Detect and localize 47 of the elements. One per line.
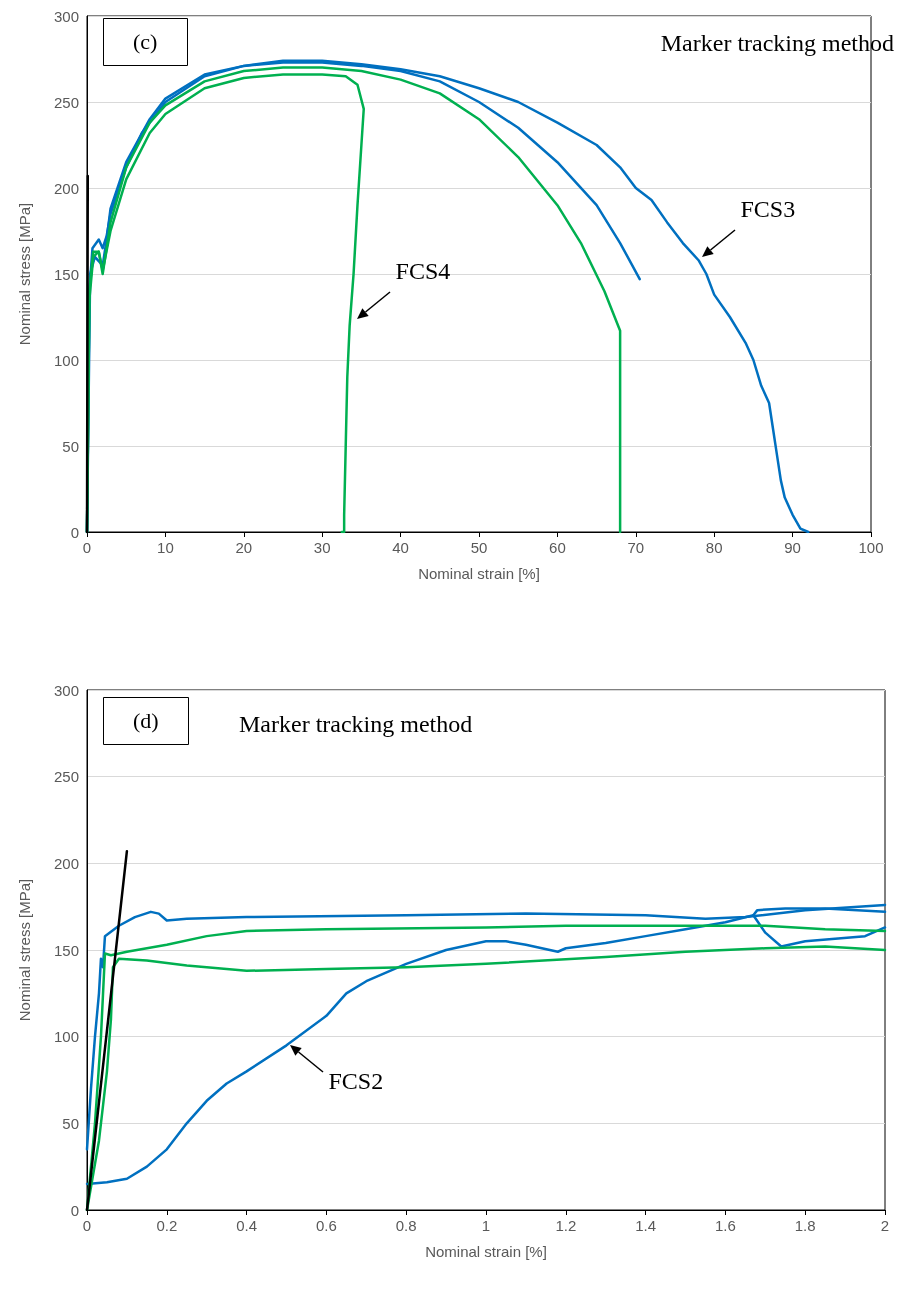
- annotation: FCS3: [740, 196, 796, 224]
- annotation: FCS2: [328, 1067, 384, 1095]
- y-tick-label: 100: [53, 1028, 79, 1046]
- y-tick-label: 200: [53, 854, 79, 872]
- y-axis-title: Nominal stress [MPa]: [16, 202, 33, 346]
- y-tick-label: 250: [53, 93, 79, 111]
- x-tick-label: 1.6: [714, 1217, 736, 1234]
- y-tick-label: 50: [62, 437, 79, 455]
- x-tick-label: 20: [235, 539, 253, 556]
- x-tick-label: 50: [470, 539, 488, 556]
- annotation: FCS4: [395, 258, 451, 286]
- text: Marker tracking method: [239, 711, 473, 737]
- y-tick-label: 0: [70, 523, 79, 541]
- x-tick-label: 80: [705, 539, 723, 556]
- text: Marker tracking method: [660, 30, 894, 56]
- y-tick-label: 300: [53, 7, 79, 25]
- y-tick-label: 300: [53, 681, 79, 699]
- y-axis-title: Nominal stress [MPa]: [16, 878, 33, 1022]
- x-tick-label: 10: [157, 539, 174, 556]
- x-tick-label: 1.8: [794, 1217, 816, 1234]
- x-tick-label: 1: [481, 1217, 491, 1234]
- x-tick-label: 1.4: [635, 1217, 657, 1234]
- x-tick-label: 100: [858, 539, 884, 556]
- x-axis-title: Nominal strain [%]: [418, 565, 540, 582]
- y-tick-label: 250: [53, 768, 79, 786]
- x-tick-label: 70: [627, 539, 645, 556]
- x-tick-label: 60: [549, 539, 566, 556]
- x-axis-title: Nominal strain [%]: [425, 1243, 547, 1260]
- x-tick-label: 0.2: [156, 1217, 178, 1234]
- x-tick-label: 0.6: [315, 1217, 337, 1234]
- y-tick-label: 200: [53, 179, 79, 197]
- x-tick-label: 0.4: [236, 1217, 258, 1234]
- x-tick-label: 0: [82, 1217, 92, 1234]
- y-tick-label: 150: [53, 265, 79, 283]
- x-tick-label: 2: [880, 1217, 890, 1234]
- x-tick-label: 30: [313, 539, 331, 556]
- text: (c): [133, 28, 158, 54]
- x-tick-label: 90: [784, 539, 801, 556]
- y-tick-label: 150: [53, 941, 79, 959]
- x-tick-label: 40: [392, 539, 409, 556]
- x-tick-label: 0: [82, 539, 92, 556]
- text: (d): [133, 707, 159, 733]
- y-tick-label: 0: [70, 1201, 79, 1219]
- y-tick-label: 100: [53, 351, 79, 369]
- x-tick-label: 0.8: [395, 1217, 417, 1234]
- x-tick-label: 1.2: [555, 1217, 577, 1234]
- y-tick-label: 50: [62, 1114, 79, 1132]
